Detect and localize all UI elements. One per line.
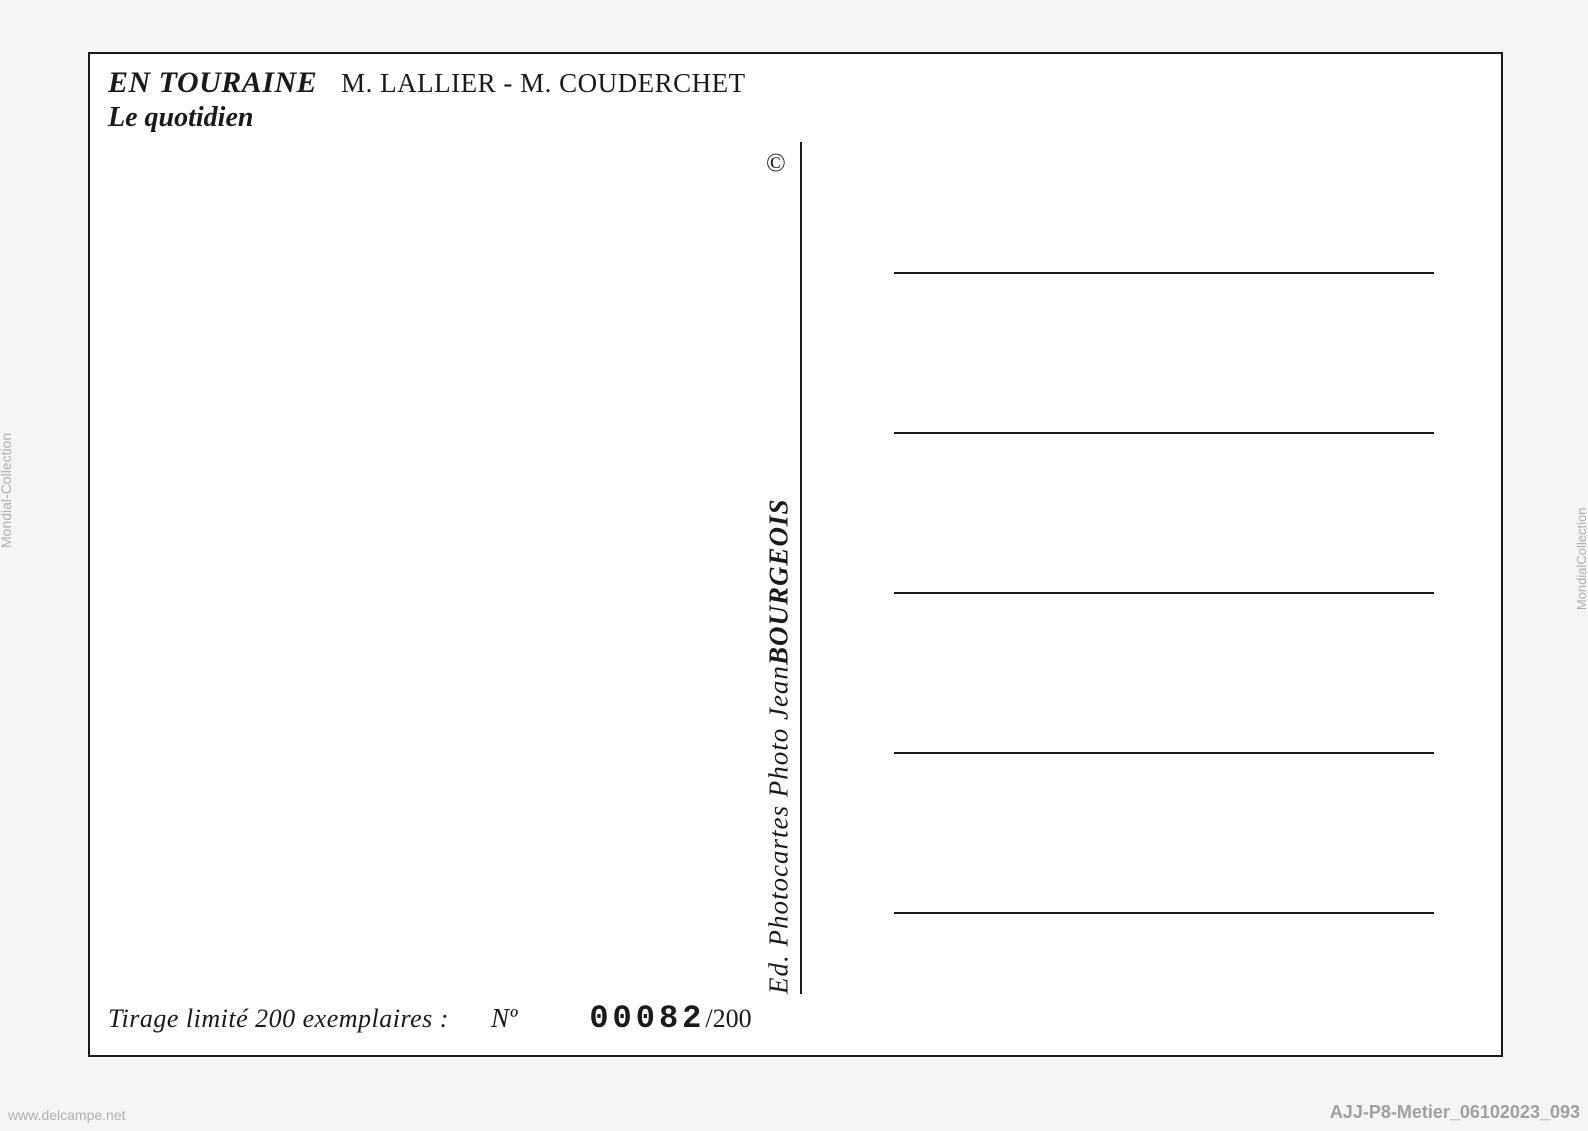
number-label: Nº bbox=[491, 1003, 517, 1034]
title-main: EN TOURAINE bbox=[108, 66, 317, 100]
watermark-right: MondialCollection bbox=[1575, 508, 1588, 611]
edition-number: 00082 bbox=[589, 1000, 705, 1037]
publisher-credit: Ed. Photocartes Photo Jean BOURGEOIS bbox=[764, 142, 794, 994]
address-line bbox=[894, 912, 1434, 914]
watermark-bottom-left: www.delcampe.net bbox=[8, 1107, 126, 1123]
vertical-divider bbox=[800, 142, 802, 994]
address-line bbox=[894, 752, 1434, 754]
postcard-back: EN TOURAINE M. LALLIER - M. COUDERCHET L… bbox=[88, 52, 1503, 1057]
address-line bbox=[894, 272, 1434, 274]
address-line bbox=[894, 432, 1434, 434]
postcard-header: EN TOURAINE M. LALLIER - M. COUDERCHET bbox=[108, 66, 746, 100]
subtitle: Le quotidien bbox=[108, 102, 253, 134]
publisher-prefix: Ed. Photocartes Photo Jean bbox=[764, 665, 795, 994]
copyright-symbol: © bbox=[766, 148, 786, 178]
postcard-footer: Tirage limité 200 exemplaires : Nº 00082… bbox=[108, 1000, 1008, 1037]
authors: M. LALLIER - M. COUDERCHET bbox=[341, 68, 745, 99]
edition-total: /200 bbox=[705, 1004, 751, 1034]
address-lines-container bbox=[894, 272, 1434, 1072]
watermark-left: Mondial-Collection bbox=[0, 433, 14, 548]
address-line bbox=[894, 592, 1434, 594]
edition-label: Tirage limité 200 exemplaires : bbox=[108, 1004, 449, 1034]
watermark-bottom-right: AJJ-P8-Metier_06102023_093 bbox=[1330, 1102, 1580, 1123]
publisher-name: BOURGEOIS bbox=[764, 499, 795, 666]
